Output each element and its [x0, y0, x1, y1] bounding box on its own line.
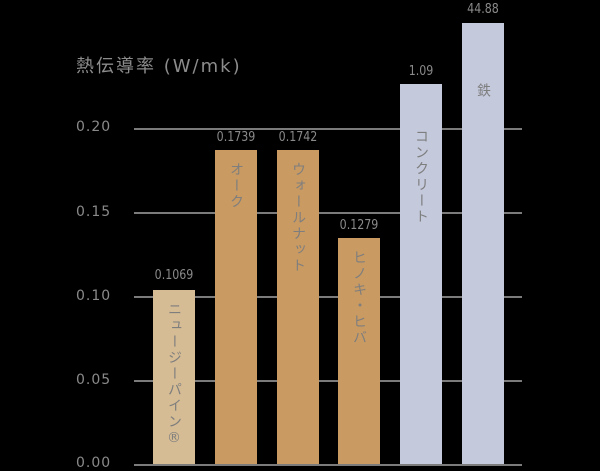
y-tick-label: 0.00: [76, 455, 112, 471]
y-tick-label: 0.10: [76, 288, 112, 304]
bar-oak: オーク: [215, 150, 257, 465]
gridline: [134, 212, 522, 214]
y-tick-label: 0.15: [76, 204, 112, 220]
bar-hinoki-hiba: ヒノキ・ヒバ: [338, 238, 380, 465]
bar-walnut: ウォールナット: [277, 150, 319, 465]
chart-title: 熱伝導率 (W/mk): [76, 56, 242, 77]
value-label: 0.1069: [154, 268, 194, 283]
bar-label: コンクリート: [413, 129, 429, 225]
bar-concrete: コンクリート: [400, 84, 442, 465]
bar-new-zealand-pine: ニュージーパイン®: [153, 290, 195, 465]
bar-iron: 鉄: [462, 23, 504, 465]
bar-label: オーク: [228, 162, 244, 210]
bar-label: 鉄: [475, 83, 491, 99]
bar-label: ニュージーパイン®: [166, 302, 182, 448]
gridline: [134, 380, 522, 382]
value-label: 0.1279: [339, 218, 379, 233]
value-label: 44.88: [467, 2, 499, 17]
y-tick-label: 0.05: [76, 372, 112, 388]
value-label: 0.1742: [278, 130, 318, 145]
value-label: 0.1739: [216, 130, 256, 145]
bar-label: ヒノキ・ヒバ: [351, 250, 367, 346]
y-tick-label: 0.20: [76, 119, 112, 135]
value-label: 1.09: [408, 64, 434, 79]
gridline: [134, 128, 522, 130]
x-axis-line: [134, 464, 522, 466]
gridline: [134, 296, 522, 298]
bar-label: ウォールナット: [290, 162, 306, 274]
